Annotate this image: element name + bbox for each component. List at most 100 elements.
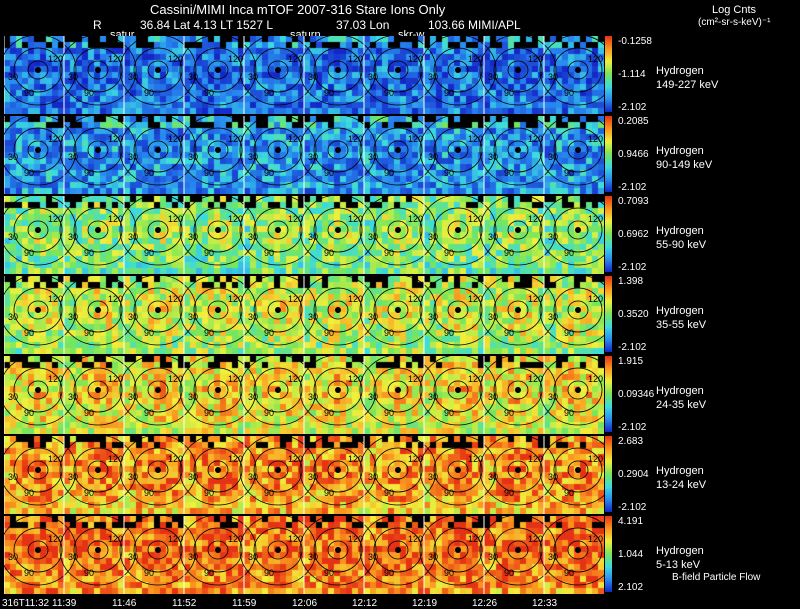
- contour-label: 30: [368, 232, 378, 242]
- contour-line: [327, 60, 349, 80]
- time-tick-label: 12:06: [292, 598, 318, 609]
- contour-line: [179, 356, 257, 426]
- contour-label: 30: [488, 152, 498, 162]
- contour-line: [87, 460, 109, 480]
- contour-line: [553, 127, 603, 173]
- colorbar-max-value: -0.1258: [618, 36, 652, 47]
- contour-label: 120: [168, 454, 183, 464]
- contour-label: 90: [24, 328, 34, 338]
- contour-line: [73, 207, 123, 253]
- contour-line: [359, 516, 437, 586]
- contour-label: 30: [68, 552, 78, 562]
- contour-line: [567, 300, 589, 320]
- contour-line: [419, 196, 497, 266]
- saturn-center-marker: [275, 147, 281, 153]
- species-label: Hydrogen: [656, 385, 704, 397]
- contour-line: [27, 300, 49, 320]
- contour-label: 120: [108, 214, 123, 224]
- saturn-center-marker: [95, 387, 101, 393]
- contour-line: [87, 220, 109, 240]
- colorbar-mid-value: 1.044: [618, 549, 644, 560]
- contour-line: [419, 116, 497, 186]
- contour-line: [539, 36, 604, 106]
- contour-label: 120: [288, 374, 303, 384]
- contour-label: 120: [228, 134, 243, 144]
- contour-line: [133, 527, 183, 573]
- saturn-center-marker: [155, 547, 161, 553]
- contour-line: [179, 516, 257, 586]
- contour-label: 30: [308, 472, 318, 482]
- saturn-center-marker: [155, 67, 161, 73]
- contour-label: 120: [108, 294, 123, 304]
- contour-line: [313, 287, 363, 333]
- contour-line: [207, 540, 229, 560]
- contour-line: [507, 60, 529, 80]
- contour-line: [373, 207, 423, 253]
- contour-line: [373, 127, 423, 173]
- contour-label: 90: [84, 168, 94, 178]
- contour-label: 90: [384, 488, 394, 498]
- contour-line: [539, 436, 604, 506]
- saturn-center-marker: [335, 467, 341, 473]
- saturn-center-marker: [575, 147, 581, 153]
- contour-label: 120: [468, 294, 483, 304]
- contour-line: [193, 287, 243, 333]
- contour-label: 120: [48, 134, 63, 144]
- contour-line: [27, 220, 49, 240]
- contour-line: [147, 540, 169, 560]
- contour-label: 120: [468, 534, 483, 544]
- colorbar-max-value: 2.683: [618, 436, 644, 447]
- row-label: Hydrogen 24-35 keV: [656, 384, 706, 412]
- contour-label: 90: [144, 328, 154, 338]
- contour-label: 120: [528, 374, 543, 384]
- contour-line: [299, 36, 377, 106]
- contour-label: 30: [428, 312, 438, 322]
- time-tick-label: 11:46: [112, 598, 137, 609]
- contour-line: [239, 116, 317, 186]
- saturn-center-marker: [395, 387, 401, 393]
- saturn-center-marker: [335, 147, 341, 153]
- colorbar-min-value: -2.102: [618, 182, 647, 193]
- contour-line: [553, 527, 603, 573]
- contour-label: 30: [128, 552, 138, 562]
- contour-label: 120: [408, 54, 423, 64]
- contour-line: [179, 116, 257, 186]
- contour-line: [419, 436, 497, 506]
- contour-line: [447, 540, 469, 560]
- colorbar-max-value: 4.191: [618, 516, 644, 527]
- contour-line: [133, 287, 183, 333]
- contour-label: 120: [288, 214, 303, 224]
- contour-line: [4, 116, 77, 186]
- colorbar-title: Log Cnts: [712, 4, 757, 16]
- contour-line: [119, 436, 197, 506]
- contour-line: [539, 196, 604, 266]
- contour-label: 120: [228, 54, 243, 64]
- contour-label: 90: [84, 88, 94, 98]
- contour-label: 30: [188, 312, 198, 322]
- contour-label: 120: [588, 54, 603, 64]
- contour-line: [387, 380, 409, 400]
- contour-line: [327, 300, 349, 320]
- contour-line: [299, 116, 377, 186]
- position-readout: 36.84 Lat 4.13 LT 1527 L: [140, 18, 274, 32]
- contour-label: 30: [248, 392, 258, 402]
- contour-label: 90: [204, 168, 214, 178]
- contour-label: 90: [504, 248, 514, 258]
- row-label: Hydrogen 5-13 keV: [656, 544, 704, 572]
- contour-line: [207, 60, 229, 80]
- contour-line: [507, 300, 529, 320]
- row-label: Hydrogen 90-149 keV: [656, 144, 712, 172]
- contour-line: [73, 367, 123, 413]
- contour-label: 120: [408, 214, 423, 224]
- contour-line: [433, 287, 483, 333]
- contour-label: 120: [288, 54, 303, 64]
- contour-line: [567, 220, 589, 240]
- contour-line: [299, 276, 377, 346]
- contour-line: [253, 47, 303, 93]
- saturn-center-marker: [215, 67, 221, 73]
- contour-line: [327, 540, 349, 560]
- contour-line: [419, 276, 497, 346]
- r-label: R: [93, 18, 102, 32]
- saturn-center-marker: [35, 387, 41, 393]
- contour-line: [359, 196, 437, 266]
